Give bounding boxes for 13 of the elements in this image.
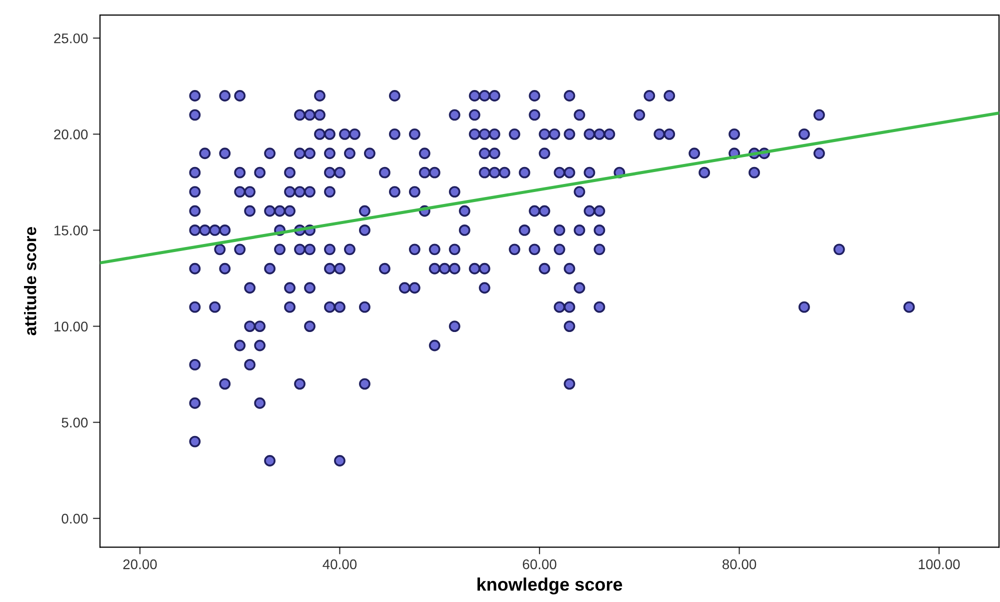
y-tick-label: 15.00 <box>54 226 88 236</box>
y-tick-label: 20.00 <box>54 130 88 140</box>
x-tick-label: 100.00 <box>918 559 960 570</box>
x-tick-label: 40.00 <box>322 559 357 570</box>
y-tick-label: 0.00 <box>62 514 88 524</box>
x-tick-label: 80.00 <box>722 559 756 570</box>
x-axis-title: knowledge score <box>478 578 622 594</box>
y-tick-label: 25.00 <box>54 33 88 44</box>
y-axis-title: attitude score <box>24 227 36 336</box>
y-tick-label: 10.00 <box>54 322 88 332</box>
x-tick-label: 20.00 <box>123 559 157 570</box>
y-tick-label: 5.00 <box>62 418 88 428</box>
x-tick-label: 60.00 <box>522 559 556 570</box>
